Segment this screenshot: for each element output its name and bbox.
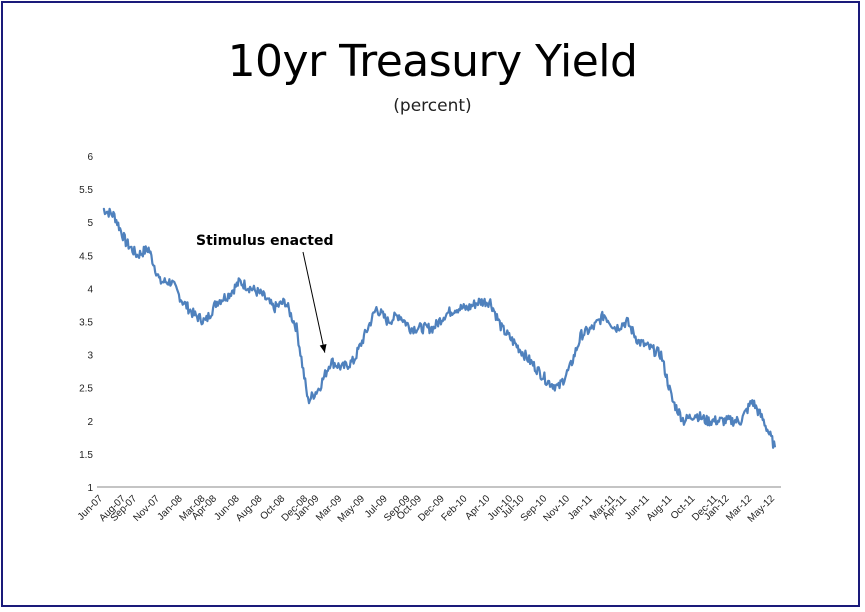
chart-subtitle: (percent) <box>393 96 472 116</box>
x-tick-label: Feb-10 <box>439 493 469 523</box>
annotations: Stimulus enacted <box>196 233 334 353</box>
y-tick-label: 2 <box>87 417 93 428</box>
y-tick-label: 5.5 <box>79 185 93 196</box>
x-axis-ticks: Jun-07Aug-07Sep-07Nov-07Jan-08Mar-08Apr-… <box>76 493 778 525</box>
series-line <box>102 207 777 449</box>
x-tick-label: Nov-10 <box>542 493 573 524</box>
y-tick-label: 1.5 <box>79 450 93 461</box>
y-tick-label: 6 <box>87 152 93 163</box>
x-tick-label: Aug-11 <box>645 493 675 523</box>
y-tick-label: 4 <box>87 284 93 295</box>
annotation-arrow-line <box>302 251 326 353</box>
annotation-arrow-head <box>319 344 327 353</box>
x-tick-label: Aug-08 <box>234 493 265 524</box>
y-tick-label: 5 <box>87 218 93 229</box>
annotation-label: Stimulus enacted <box>196 233 334 249</box>
y-tick-label: 2.5 <box>79 384 93 395</box>
y-tick-label: 3.5 <box>79 318 93 329</box>
y-axis-ticks: 1 1.5 2 2.5 3 3.5 4 4.5 5 5.5 6 <box>79 152 93 494</box>
y-tick-label: 3 <box>87 351 93 362</box>
x-tick-label: Nov-07 <box>131 493 162 524</box>
y-tick-label: 1 <box>87 483 93 494</box>
chart-title: 10yr Treasury Yield <box>227 36 638 87</box>
y-tick-label: 4.5 <box>79 251 93 262</box>
